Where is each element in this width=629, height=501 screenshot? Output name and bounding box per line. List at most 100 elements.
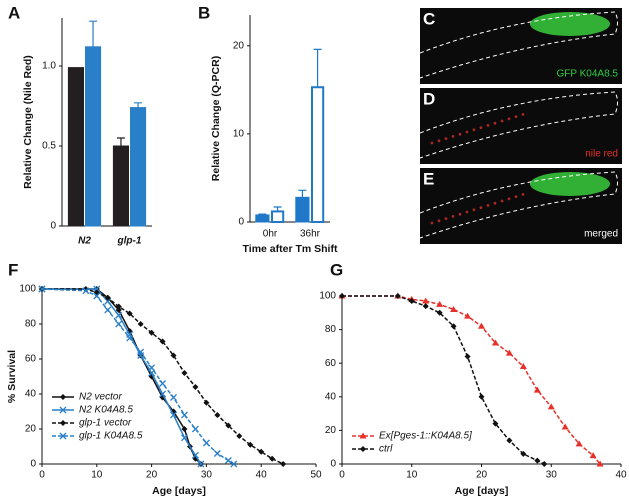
image-caption: nile red xyxy=(585,149,618,160)
marker xyxy=(137,321,144,327)
y-tick-label: 0 xyxy=(30,459,36,470)
marker xyxy=(422,297,430,304)
lipid-spot xyxy=(444,217,448,221)
marker xyxy=(224,457,232,464)
panel-label: F xyxy=(8,260,18,279)
bar xyxy=(255,214,270,223)
marker xyxy=(181,370,188,376)
marker xyxy=(203,399,210,406)
marker xyxy=(181,434,188,442)
bar xyxy=(67,67,85,227)
legend-marker xyxy=(359,432,367,439)
marker xyxy=(269,455,276,462)
x-tick-label: 20 xyxy=(476,470,488,481)
marker xyxy=(464,353,471,360)
y-tick-label: 0.5 xyxy=(42,141,56,152)
marker xyxy=(422,303,429,310)
lipid-spot xyxy=(444,137,448,141)
x-tick-label: 0hr xyxy=(263,229,278,240)
lipid-spot xyxy=(479,126,483,129)
gfp-glow xyxy=(530,12,610,36)
x-tick-label: 40 xyxy=(256,470,268,481)
marker xyxy=(214,412,221,418)
lipid-spot xyxy=(500,119,504,123)
series-line xyxy=(41,288,235,465)
bar xyxy=(311,86,325,224)
x-tick-label: 30 xyxy=(546,470,558,481)
x-tick-label: 50 xyxy=(310,470,322,481)
marker xyxy=(93,285,101,293)
marker xyxy=(339,293,345,299)
y-tick-label: 60 xyxy=(25,354,37,365)
worm-outline xyxy=(419,11,618,79)
lipid-spot xyxy=(521,113,525,116)
marker xyxy=(534,457,541,464)
marker xyxy=(280,461,287,467)
marker xyxy=(159,380,167,387)
panel-label: B xyxy=(198,3,210,22)
marker xyxy=(93,292,101,300)
marker xyxy=(247,441,254,448)
marker xyxy=(533,386,541,393)
y-tick-label: 0 xyxy=(238,217,244,228)
lipid-spot xyxy=(458,212,462,216)
bar xyxy=(130,107,147,227)
lipid-spot xyxy=(458,132,462,136)
marker xyxy=(464,312,472,319)
error-bar xyxy=(298,189,307,198)
marker xyxy=(170,411,177,419)
x-tick-label: 10 xyxy=(406,470,418,481)
bar xyxy=(85,46,102,227)
marker xyxy=(492,420,499,427)
worm-outline xyxy=(419,171,618,239)
legend-label: Ex[Pges-1::K04A8.5] xyxy=(379,431,472,442)
y-axis-label: Relative Change (Nile Red) xyxy=(22,55,34,189)
panel-label: E xyxy=(423,169,434,188)
marker xyxy=(436,300,444,307)
lipid-spot xyxy=(437,219,441,223)
marker xyxy=(148,364,156,372)
marker xyxy=(225,422,232,429)
lipid-spot xyxy=(486,124,490,127)
lipid-spot xyxy=(479,206,483,210)
y-axis-label: Relative Change (Q-PCR) xyxy=(210,56,222,181)
lipid-spot xyxy=(465,210,469,214)
legend-marker xyxy=(360,446,366,452)
lipid-spot xyxy=(514,115,518,118)
series-line xyxy=(342,295,601,465)
image-caption: GFP K04A8.5 xyxy=(556,69,618,80)
marker xyxy=(170,394,177,401)
marker xyxy=(394,293,401,299)
y-tick-label: 100 xyxy=(319,291,336,302)
marker xyxy=(181,426,188,432)
y-tick-label: 80 xyxy=(325,324,337,335)
marker xyxy=(115,311,123,319)
legend-marker xyxy=(60,420,66,426)
marker xyxy=(126,334,134,342)
lipid-spot xyxy=(451,135,455,138)
lipid-spot xyxy=(465,130,469,134)
marker xyxy=(137,348,145,356)
marker xyxy=(82,287,90,295)
marker xyxy=(236,433,243,439)
marker xyxy=(191,451,199,459)
x-tick-label: 30 xyxy=(201,470,213,481)
image-caption: merged xyxy=(584,229,618,240)
y-tick-label: 10 xyxy=(233,129,245,140)
lipid-spot xyxy=(486,204,490,207)
x-axis-label: Time after Tm Shift xyxy=(243,243,338,255)
series-line xyxy=(42,288,284,465)
micrograph xyxy=(420,88,622,164)
marker xyxy=(541,461,548,467)
y-tick-label: 80 xyxy=(25,319,37,330)
x-tick-label: glp-1 xyxy=(117,236,142,247)
marker xyxy=(450,305,458,312)
marker xyxy=(519,363,527,370)
marker xyxy=(450,323,457,330)
lipid-spot xyxy=(500,199,504,203)
marker xyxy=(104,306,112,314)
y-tick-label: 20 xyxy=(233,40,245,51)
lipid-spot xyxy=(437,139,441,143)
marker xyxy=(436,309,443,316)
marker xyxy=(170,352,177,359)
